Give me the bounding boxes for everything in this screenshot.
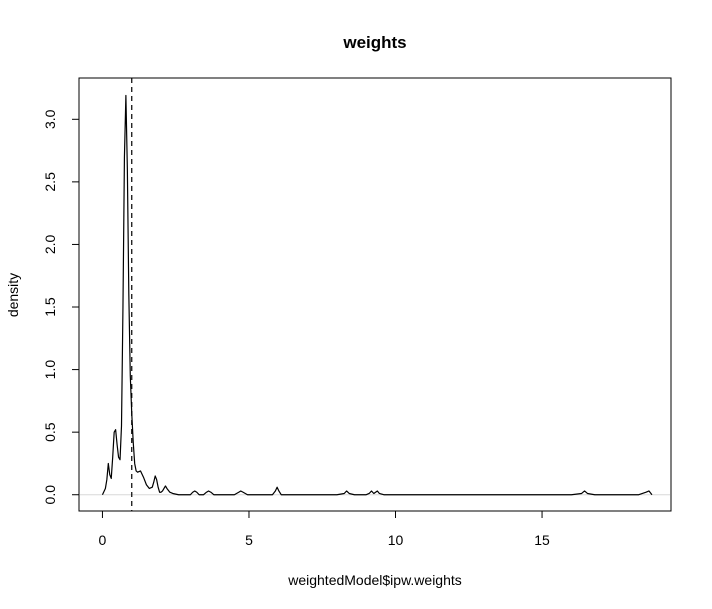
y-tick-label: 2.0: [42, 235, 58, 255]
x-tick-label: 10: [388, 532, 404, 548]
y-axis-label: density: [5, 273, 21, 317]
y-tick-label: 2.5: [42, 172, 58, 192]
x-tick-label: 0: [99, 532, 107, 548]
density-line: [101, 94, 653, 496]
chart-title: weights: [342, 33, 406, 52]
x-tick-label: 15: [534, 532, 550, 548]
x-tick-label: 5: [245, 532, 253, 548]
y-tick-label: 1.5: [42, 297, 58, 317]
plot-marks: [80, 78, 670, 511]
y-tick-label: 1.0: [42, 360, 58, 380]
y-tick-label: 0.0: [42, 485, 58, 505]
y-axis: 0.0 0.5 1.0 1.5 2.0 2.5 3.0: [42, 109, 80, 505]
y-tick-label: 3.0: [42, 109, 58, 129]
x-axis: 0 5 10 15: [99, 510, 550, 548]
y-tick-label: 0.5: [42, 422, 58, 442]
x-axis-label: weightedModel$ipw.weights: [287, 572, 462, 588]
